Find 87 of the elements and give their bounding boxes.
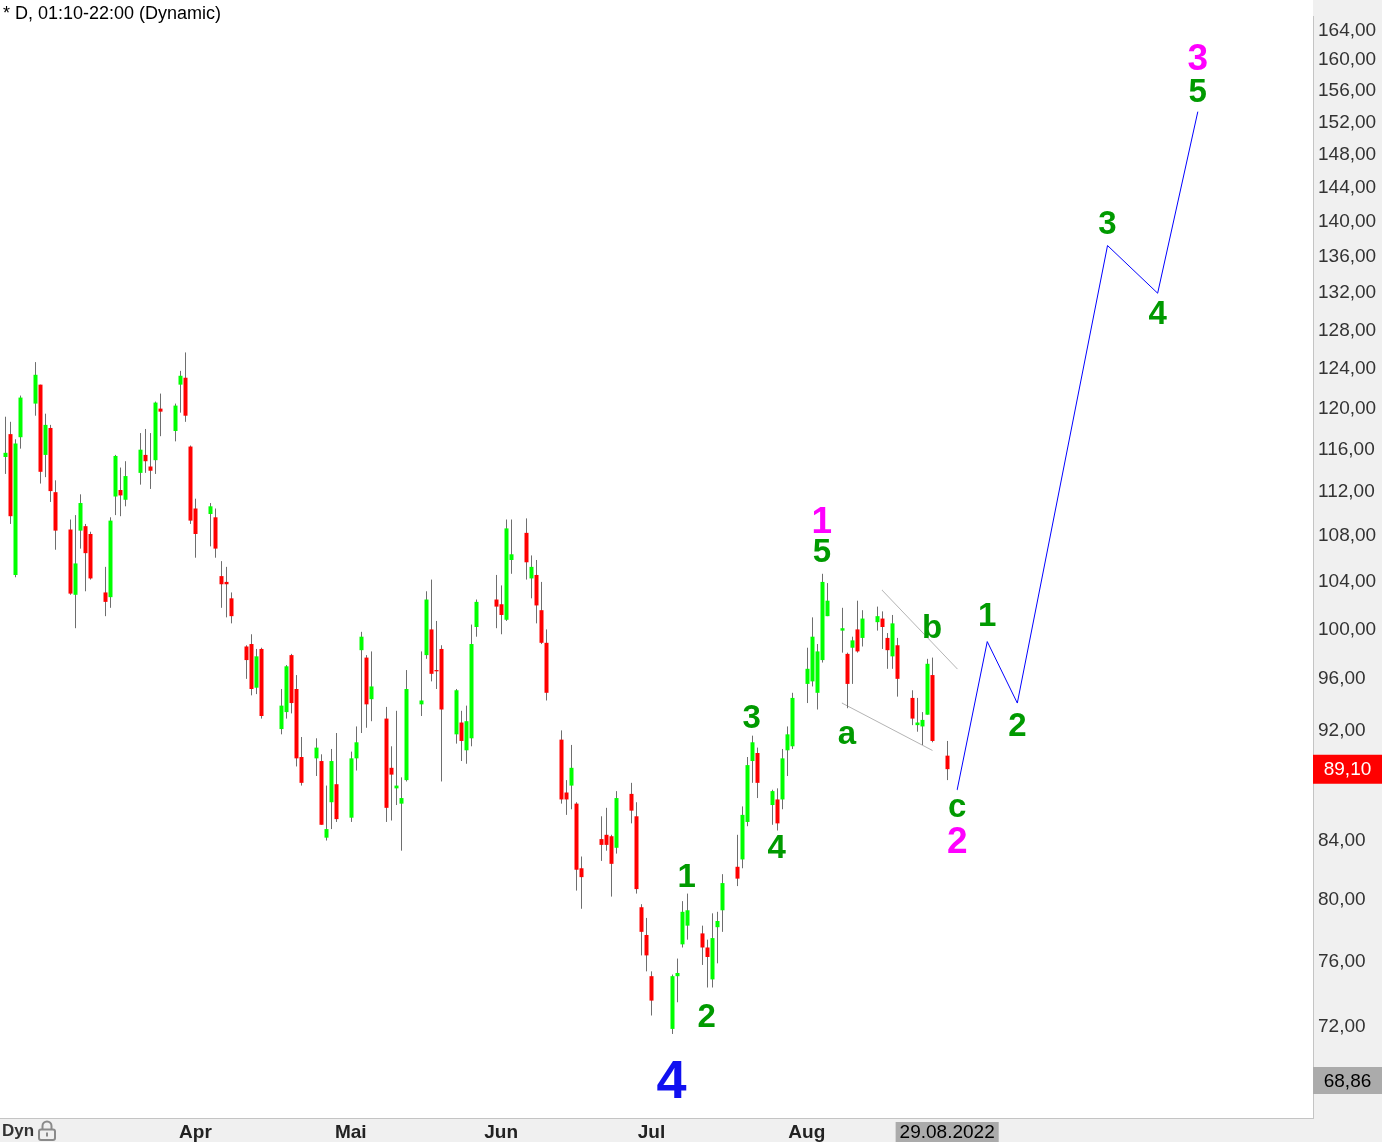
candlestick xyxy=(629,782,634,824)
candlestick xyxy=(945,740,950,781)
candlestick xyxy=(359,631,364,734)
candlestick xyxy=(920,711,925,746)
y-tick-label: 160,00 xyxy=(1318,48,1377,70)
y-tick-label: 116,00 xyxy=(1318,437,1375,459)
y-tick-label: 144,00 xyxy=(1318,176,1377,198)
candlestick xyxy=(459,710,464,762)
candlestick xyxy=(840,607,845,654)
candlestick xyxy=(675,958,680,1003)
candlestick xyxy=(775,787,780,831)
annotation: a xyxy=(837,714,857,752)
y-tick-label: 148,00 xyxy=(1318,142,1377,164)
chart-title: * D, 01:10-22:00 (Dynamic) xyxy=(3,2,222,23)
candlestick xyxy=(123,460,128,507)
candlestick xyxy=(880,610,885,650)
y-tick-label: 156,00 xyxy=(1318,79,1377,101)
y-tick-label: 128,00 xyxy=(1318,318,1377,340)
y-tick-label: 112,00 xyxy=(1318,480,1375,502)
candlestick xyxy=(419,650,424,717)
candlestick xyxy=(178,370,183,414)
candlestick xyxy=(324,785,329,842)
candlestick xyxy=(314,737,319,777)
x-tick-label: Jun xyxy=(484,1120,519,1142)
text: 89,10 xyxy=(1323,758,1372,780)
candlestick xyxy=(369,650,374,722)
y-tick-label: 96,00 xyxy=(1318,667,1366,689)
y-tick-label: 136,00 xyxy=(1318,245,1377,267)
annotation: 3 xyxy=(742,697,761,735)
candlestick xyxy=(855,600,860,654)
candlestick xyxy=(910,689,915,726)
y-tick-label: 152,00 xyxy=(1318,110,1377,132)
candlestick xyxy=(770,789,775,826)
y-tick-label: 84,00 xyxy=(1318,828,1366,850)
y-tick-label: 120,00 xyxy=(1318,396,1377,418)
y-tick-label: 140,00 xyxy=(1318,210,1377,232)
x-tick-label: Mai xyxy=(334,1120,367,1142)
y-tick-label: 124,00 xyxy=(1318,357,1377,379)
candlestick xyxy=(208,502,213,547)
candlestick xyxy=(700,925,705,966)
candlestick xyxy=(354,725,359,772)
candlestick xyxy=(229,591,234,624)
candlestick xyxy=(750,735,755,784)
candlestick xyxy=(885,632,890,670)
candlestick xyxy=(569,744,574,810)
candlestick xyxy=(499,584,504,635)
candlestick xyxy=(158,393,163,437)
x-tick-label: Apr xyxy=(179,1120,213,1142)
candlestick xyxy=(399,776,404,852)
candlestick xyxy=(875,606,880,632)
text: Dyn xyxy=(2,1120,35,1140)
candlestick xyxy=(705,939,710,989)
annotation: 4 xyxy=(767,827,787,865)
y-tick-label: 72,00 xyxy=(1318,1015,1366,1037)
annotation: b xyxy=(922,607,943,645)
x-tick-label: Aug xyxy=(788,1120,826,1142)
candlestick xyxy=(529,554,534,599)
y-tick-label: 92,00 xyxy=(1318,718,1366,740)
candlestick xyxy=(644,917,649,972)
y-tick-label: 108,00 xyxy=(1318,524,1377,546)
candlestick xyxy=(118,467,123,517)
annotation: 1 xyxy=(978,595,997,633)
candlestick xyxy=(3,416,8,475)
annotation: 2 xyxy=(697,996,716,1034)
y-tick-label: 104,00 xyxy=(1318,570,1377,592)
annotation: 4 xyxy=(1148,294,1168,332)
annotation: 3 xyxy=(1098,203,1117,241)
y-tick-label: 80,00 xyxy=(1318,887,1366,909)
candlestick xyxy=(143,428,148,474)
y-tick-label: 76,00 xyxy=(1318,949,1366,971)
candlestick xyxy=(148,432,153,490)
annotation: 1 xyxy=(677,856,696,894)
candlestick xyxy=(850,636,855,685)
candlestick xyxy=(103,566,108,617)
text: 68,86 xyxy=(1323,1069,1372,1091)
y-tick-label: 132,00 xyxy=(1318,281,1377,303)
candlestick xyxy=(735,834,740,887)
y-tick-label: 100,00 xyxy=(1318,617,1377,639)
x-tick-label: Jul xyxy=(637,1120,666,1142)
y-tick-label: 164,00 xyxy=(1318,18,1377,40)
candlestick xyxy=(685,893,690,941)
annotation: 4 xyxy=(656,1048,687,1109)
candlestick xyxy=(860,609,865,647)
text: 29.08.2022 xyxy=(899,1121,995,1142)
candlestick xyxy=(138,432,143,486)
annotation: 2 xyxy=(1008,706,1027,744)
candlestick xyxy=(715,911,720,964)
